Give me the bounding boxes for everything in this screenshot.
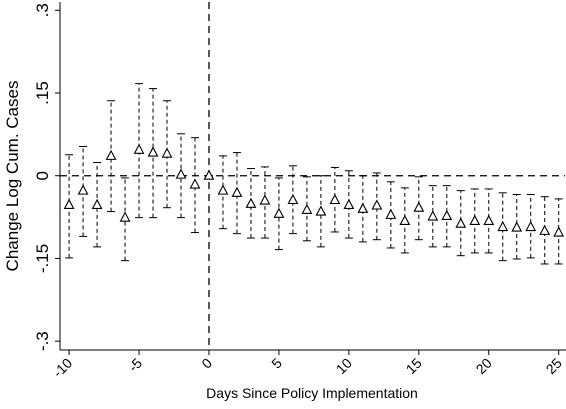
point: [287, 193, 299, 205]
x-tick-label: 10: [333, 355, 355, 377]
point: [133, 143, 145, 154]
y-tick-label: 0: [33, 171, 52, 180]
y-tick-label: .3: [33, 3, 52, 17]
point: [301, 203, 313, 214]
point: [455, 217, 467, 228]
x-tick-label: 5: [268, 355, 285, 372]
point: [399, 214, 411, 225]
point: [497, 220, 509, 232]
point: [161, 147, 173, 158]
point: [525, 220, 537, 232]
point: [217, 184, 229, 195]
point: [147, 146, 159, 157]
point: [189, 178, 201, 189]
point: [245, 197, 257, 208]
point: [343, 198, 355, 210]
point: [483, 214, 495, 225]
point: [119, 211, 131, 222]
point: [511, 221, 523, 232]
point: [259, 194, 271, 205]
y-tick-label: -.15: [33, 244, 52, 273]
point: [371, 199, 383, 210]
point: [315, 205, 327, 216]
point: [273, 207, 285, 218]
y-tick-label: .15: [33, 81, 52, 105]
point: [441, 209, 453, 221]
x-tick-label: -5: [125, 355, 145, 375]
point: [413, 201, 425, 212]
point: [427, 210, 439, 221]
y-axis-title: Change Log Cum. Cases: [3, 81, 22, 272]
point: [469, 214, 481, 225]
point: [231, 186, 243, 197]
x-axis-title: Days Since Policy Implementation: [206, 385, 418, 401]
point: [91, 198, 103, 210]
point: [203, 169, 215, 180]
point: [539, 224, 551, 235]
point: [175, 168, 187, 179]
x-tick-label: 15: [403, 355, 425, 377]
x-tick-label: -10: [50, 355, 76, 381]
point: [357, 202, 369, 213]
point: [553, 226, 565, 237]
point: [385, 208, 397, 219]
y-tick-label: -.3: [33, 331, 52, 351]
point: [77, 184, 89, 195]
x-tick-label: 20: [473, 355, 495, 377]
point: [329, 193, 341, 205]
x-tick-label: 0: [198, 355, 215, 372]
point: [105, 149, 117, 160]
x-tick-label: 25: [542, 355, 564, 377]
point: [63, 198, 75, 210]
